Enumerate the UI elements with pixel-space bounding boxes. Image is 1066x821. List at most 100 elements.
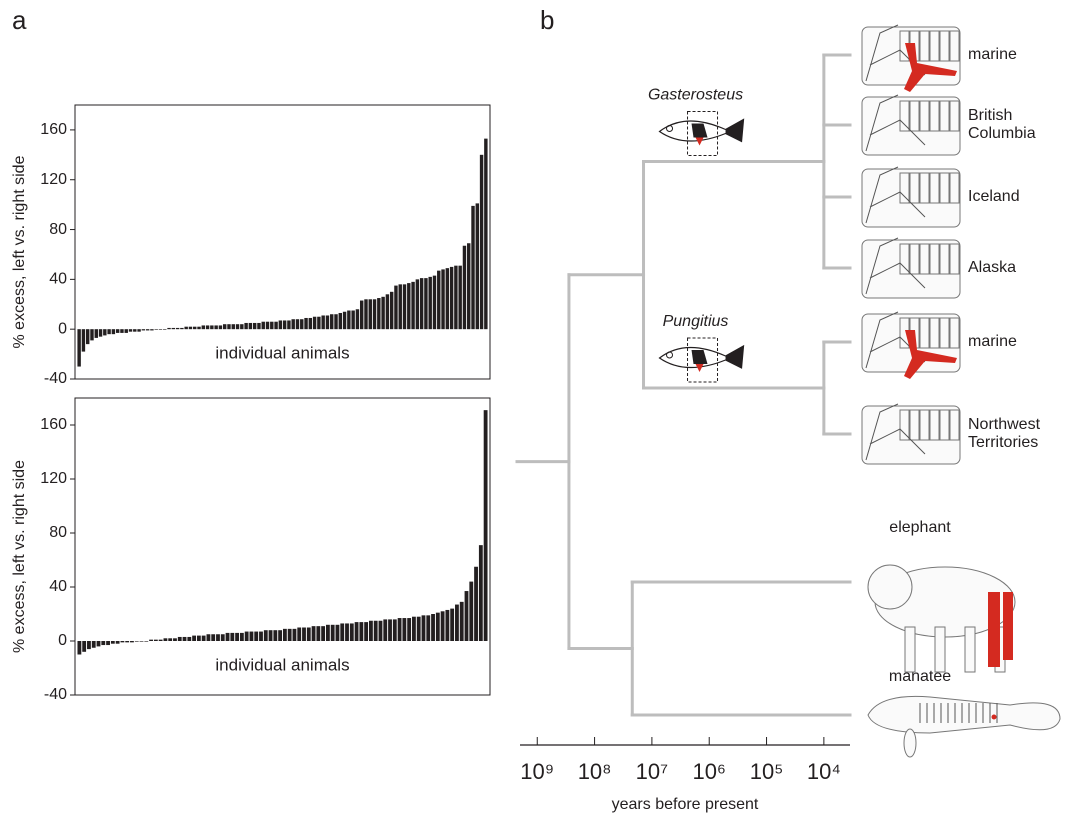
bar <box>239 632 244 641</box>
annotation: individual animals <box>215 344 349 363</box>
bar <box>205 325 210 330</box>
bar <box>471 205 475 330</box>
bar <box>378 620 383 641</box>
illustration-segment <box>929 100 940 132</box>
bar <box>383 619 388 641</box>
y-tick-label: 80 <box>49 221 67 238</box>
bar <box>124 329 128 333</box>
y-tick-label: 80 <box>49 524 67 541</box>
illustration-segment <box>939 317 950 349</box>
bar <box>407 283 411 330</box>
y-tick-label: 120 <box>40 470 67 487</box>
bar <box>389 291 394 330</box>
bar <box>469 581 474 641</box>
bar <box>392 619 397 641</box>
annotation: individual animals <box>215 655 349 674</box>
bar <box>364 299 368 330</box>
bar <box>287 320 291 330</box>
illustration-segment <box>919 243 930 275</box>
bar <box>110 641 115 644</box>
bar <box>459 601 464 641</box>
illustration-segment <box>919 317 930 349</box>
bar <box>440 611 445 641</box>
x-tick-label: 10⁸ <box>578 759 612 784</box>
bar <box>196 635 201 641</box>
bar <box>96 641 101 647</box>
illustration-segment <box>909 172 920 204</box>
illustration-segment <box>899 172 910 204</box>
bar <box>225 632 230 641</box>
bar <box>125 641 130 643</box>
y-tick-label: 160 <box>40 121 67 138</box>
bar <box>349 623 354 641</box>
bar <box>158 329 163 330</box>
bar <box>394 285 398 330</box>
bar <box>230 632 235 641</box>
bar <box>261 321 265 330</box>
bar <box>180 327 184 330</box>
illustration-segment <box>939 243 950 275</box>
bar <box>182 636 187 641</box>
bar <box>291 319 295 330</box>
bar <box>163 638 168 641</box>
bar <box>445 609 450 641</box>
skeleton-illustration <box>861 237 961 299</box>
bar <box>364 622 369 641</box>
bar <box>273 630 278 641</box>
pelvis-highlight <box>904 43 957 92</box>
bar <box>154 329 158 330</box>
illustration-segment <box>949 30 960 62</box>
bar <box>248 322 253 330</box>
fish-fin <box>691 123 708 138</box>
skeleton-illustration <box>861 403 961 465</box>
inset-box <box>687 111 719 156</box>
pelvic-highlight <box>695 137 704 146</box>
skeleton-illustration <box>861 94 961 156</box>
bar <box>254 631 259 641</box>
bar <box>347 310 351 330</box>
leaf-label: British Columbia <box>968 107 1036 142</box>
bar <box>454 265 458 330</box>
bar <box>278 320 283 330</box>
bar <box>210 325 214 330</box>
bar <box>435 612 440 641</box>
leaf-label: marine <box>968 46 1017 63</box>
bar <box>240 324 244 330</box>
bar <box>428 276 432 330</box>
bar <box>311 626 316 641</box>
illustration-outline <box>865 94 926 152</box>
skeleton-illustration <box>861 24 961 92</box>
bar <box>437 270 441 330</box>
bar <box>206 634 211 641</box>
bar <box>91 641 96 648</box>
bar <box>87 641 91 650</box>
illustration-segment <box>929 243 940 275</box>
illustration-segment <box>909 409 920 441</box>
illustration-segment <box>919 100 930 132</box>
bar <box>130 641 134 643</box>
illustration-segment <box>919 172 930 204</box>
bar <box>340 623 345 641</box>
leaf-label: Northwest Territories <box>968 416 1041 451</box>
bar <box>342 311 347 330</box>
illustration-segment <box>919 30 930 62</box>
bar <box>282 320 287 330</box>
bar <box>211 634 216 641</box>
pelvis-highlight <box>904 330 957 379</box>
bar <box>369 620 373 641</box>
bar <box>177 636 182 641</box>
bar <box>257 322 261 330</box>
bar <box>368 299 372 330</box>
illustration-outline <box>865 237 926 295</box>
leaf-label: Alaska <box>968 259 1016 276</box>
y-tick-label: 40 <box>49 578 67 595</box>
fish-eye <box>666 125 674 132</box>
bar <box>321 315 325 330</box>
bar <box>150 329 154 331</box>
bar <box>153 639 158 641</box>
illustration-segment <box>949 243 960 275</box>
leaf-label: manatee <box>889 668 951 685</box>
bar <box>90 329 94 341</box>
bar <box>475 203 480 330</box>
bar <box>359 622 364 641</box>
